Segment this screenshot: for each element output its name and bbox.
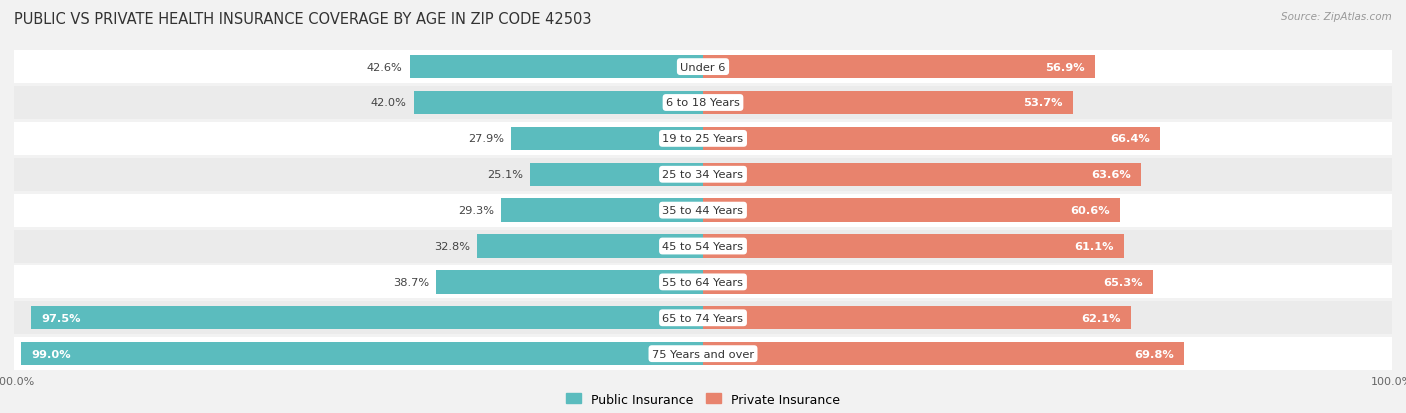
Text: 53.7%: 53.7% [1024,98,1063,108]
Bar [477,235,703,258]
Text: 35 to 44 Years: 35 to 44 Years [662,206,744,216]
Text: PUBLIC VS PRIVATE HEALTH INSURANCE COVERAGE BY AGE IN ZIP CODE 42503: PUBLIC VS PRIVATE HEALTH INSURANCE COVER… [14,12,592,27]
Bar [14,194,1392,227]
Bar [703,235,1123,258]
Text: 69.8%: 69.8% [1133,349,1174,359]
Text: 27.9%: 27.9% [468,134,503,144]
Bar [703,271,1153,294]
Text: 29.3%: 29.3% [458,206,495,216]
Text: 56.9%: 56.9% [1045,62,1084,72]
Bar [14,266,1392,299]
Bar [409,56,703,79]
Bar [14,230,1392,263]
Bar [530,163,703,187]
Bar [14,123,1392,156]
Bar [703,306,1130,330]
Bar [703,163,1142,187]
Bar [436,271,703,294]
Text: Source: ZipAtlas.com: Source: ZipAtlas.com [1281,12,1392,22]
Text: 32.8%: 32.8% [434,242,470,252]
Bar [14,87,1392,120]
Bar [14,337,1392,370]
Bar [703,127,1160,151]
Text: 75 Years and over: 75 Years and over [652,349,754,359]
Legend: Public Insurance, Private Insurance: Public Insurance, Private Insurance [561,388,845,411]
Text: 42.0%: 42.0% [371,98,406,108]
Text: 60.6%: 60.6% [1070,206,1111,216]
Text: 45 to 54 Years: 45 to 54 Years [662,242,744,252]
Bar [14,51,1392,84]
Bar [21,342,703,366]
Text: Under 6: Under 6 [681,62,725,72]
Text: 25 to 34 Years: 25 to 34 Years [662,170,744,180]
Bar [31,306,703,330]
Text: 99.0%: 99.0% [31,349,70,359]
Text: 19 to 25 Years: 19 to 25 Years [662,134,744,144]
Text: 65 to 74 Years: 65 to 74 Years [662,313,744,323]
Bar [14,301,1392,335]
Text: 97.5%: 97.5% [42,313,82,323]
Text: 62.1%: 62.1% [1081,313,1121,323]
Text: 55 to 64 Years: 55 to 64 Years [662,277,744,287]
Bar [510,127,703,151]
Bar [413,92,703,115]
Bar [703,92,1073,115]
Bar [703,199,1121,222]
Text: 61.1%: 61.1% [1074,242,1114,252]
Bar [703,56,1095,79]
Text: 65.3%: 65.3% [1102,277,1143,287]
Bar [14,158,1392,191]
Bar [703,342,1184,366]
Text: 6 to 18 Years: 6 to 18 Years [666,98,740,108]
Bar [501,199,703,222]
Text: 42.6%: 42.6% [367,62,402,72]
Text: 66.4%: 66.4% [1111,134,1150,144]
Text: 38.7%: 38.7% [394,277,429,287]
Text: 25.1%: 25.1% [488,170,523,180]
Text: 63.6%: 63.6% [1091,170,1130,180]
